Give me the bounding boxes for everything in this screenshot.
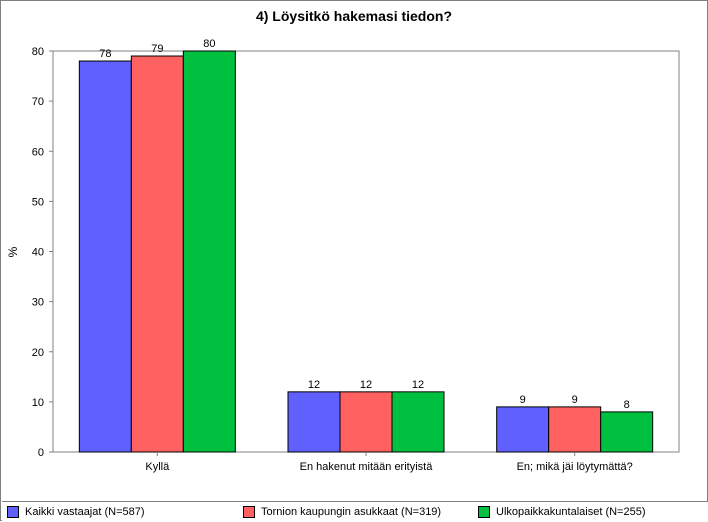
bar-value-label: 78 bbox=[99, 48, 111, 60]
bar bbox=[496, 406, 550, 453]
bar-value-label: 12 bbox=[412, 379, 424, 391]
bar-value-label: 9 bbox=[572, 394, 578, 406]
chart-svg: 4) Löysitkö hakemasi tiedon? % 0 10 20 30 40… bbox=[6, 8, 680, 473]
y-tick-label: 60 bbox=[32, 146, 44, 158]
x-tick-label: Kyllä bbox=[145, 461, 170, 473]
y-tick-label: 0 bbox=[38, 447, 44, 459]
bar bbox=[287, 391, 341, 453]
bars-group: 78 79 80 12 12 12 9 9 8 bbox=[78, 38, 654, 453]
bar bbox=[339, 391, 393, 453]
chart-title: 4) Löysitkö hakemasi tiedon? bbox=[256, 8, 452, 24]
x-tick-label: En hakenut mitään erityistä bbox=[300, 461, 434, 473]
bar bbox=[78, 60, 132, 453]
bar-value-label: 12 bbox=[308, 379, 320, 391]
bar bbox=[391, 391, 445, 453]
y-tick-label: 30 bbox=[32, 297, 44, 309]
bar-value-label: 12 bbox=[360, 379, 372, 391]
y-tick-label: 10 bbox=[32, 397, 44, 409]
bar-value-label: 9 bbox=[520, 394, 526, 406]
bar-value-label: 8 bbox=[624, 399, 630, 411]
bar bbox=[548, 406, 602, 453]
bar bbox=[130, 55, 184, 453]
y-axis-label: % bbox=[6, 246, 20, 257]
y-tick-label: 80 bbox=[32, 46, 44, 58]
y-axis-ticks: 0 10 20 30 40 50 60 70 80 bbox=[32, 46, 53, 459]
legend-label-ulkopaikkakuntalaiset: Ulkopaikkakuntalaiset (N=255) bbox=[496, 506, 646, 518]
x-axis-labels: Kyllä En hakenut mitään erityistä En; mikä… bbox=[145, 452, 633, 473]
legend-item-tornion: Tornion kaupungin asukkaat (N=319) bbox=[243, 505, 441, 519]
legend-swatch-ulkopaikkakuntalaiset bbox=[478, 506, 490, 518]
legend-swatch-kaikki bbox=[7, 506, 19, 518]
bar-value-label: 79 bbox=[151, 43, 163, 55]
bar bbox=[182, 50, 236, 453]
legend-item-kaikki: Kaikki vastaajat (N=587) bbox=[7, 505, 145, 519]
legend-label-kaikki: Kaikki vastaajat (N=587) bbox=[25, 506, 145, 518]
bar-value-label: 80 bbox=[203, 38, 215, 50]
y-tick-label: 50 bbox=[32, 196, 44, 208]
x-tick-label: En; mikä jäi löytymättä? bbox=[517, 461, 633, 473]
legend-item-ulkopaikkakuntalaiset: Ulkopaikkakuntalaiset (N=255) bbox=[478, 505, 646, 519]
y-tick-label: 20 bbox=[32, 347, 44, 359]
y-tick-label: 70 bbox=[32, 96, 44, 108]
bar bbox=[600, 411, 654, 453]
legend: Kaikki vastaajat (N=587) Tornion kaupung… bbox=[2, 501, 708, 522]
legend-label-tornion: Tornion kaupungin asukkaat (N=319) bbox=[261, 506, 442, 518]
y-tick-label: 40 bbox=[32, 247, 44, 259]
legend-swatch-tornion bbox=[243, 506, 255, 518]
